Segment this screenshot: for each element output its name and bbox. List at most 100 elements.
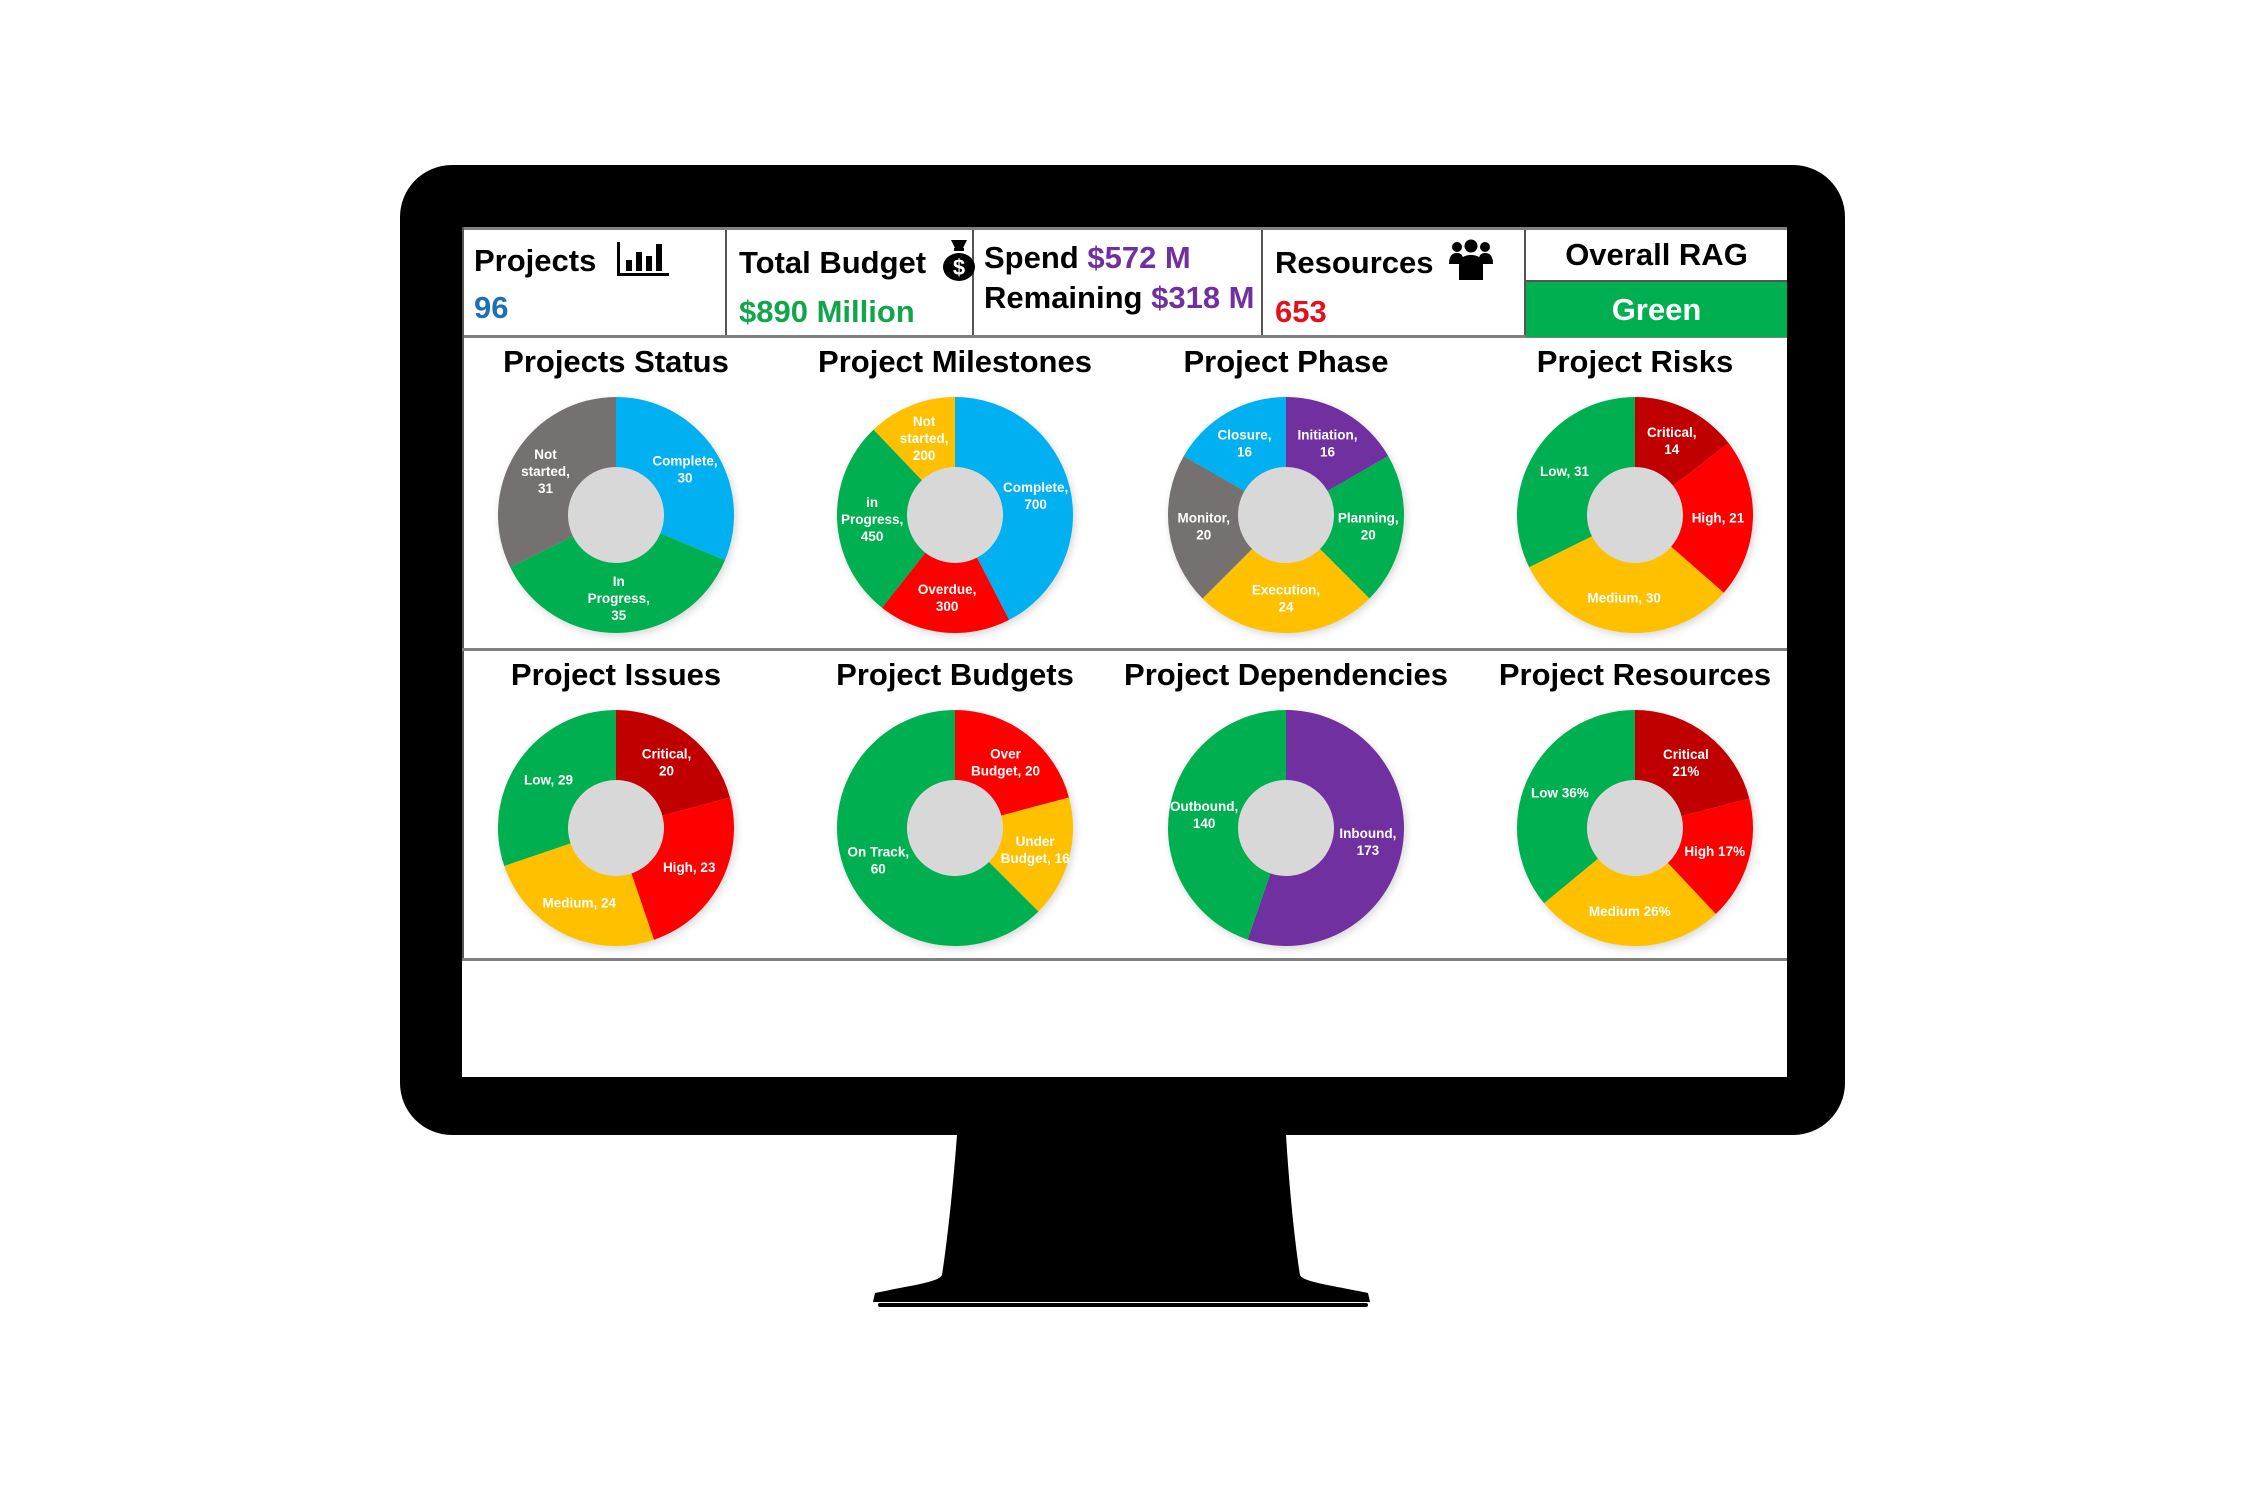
- grid-divider-middle: [462, 648, 1787, 651]
- segment-label: High, 23: [663, 860, 716, 875]
- segment-label: Closure, 16: [1217, 428, 1271, 460]
- donut-chart: Inbound, 173 Outbound, 140: [1161, 703, 1411, 953]
- chart-project-phase: Project Phase Initiation, 16 Planning, 20 Ex…: [1116, 338, 1456, 648]
- donut-segment-inbound: [1247, 710, 1404, 946]
- kpi-total-budget: Total Budget $ $890 Million: [727, 230, 977, 335]
- dashboard-screen: Projects 96 Total Budget: [462, 227, 1787, 1077]
- segment-label: Under Budget, 16: [1001, 834, 1071, 866]
- donut-segment-overdue: [882, 552, 1010, 633]
- donut-chart: Over Budget, 20 Under Budget, 16 On Track, 60: [830, 703, 1080, 953]
- chart-title: Project Issues: [510, 657, 722, 692]
- segment-label: Not started, 31: [521, 447, 570, 496]
- kpi-overall-rag: Overall RAG Green: [1526, 230, 1787, 337]
- segment-label: On Track, 60: [848, 844, 910, 876]
- chart-project-resources: Project Resources Critical 21% High 17% Med…: [1465, 651, 1805, 961]
- donut-segment-critical: [616, 710, 730, 816]
- donut-segment-over-budget: [955, 710, 1069, 816]
- kpi-resources-label: Resources: [1275, 245, 1434, 281]
- segment-label: High, 21: [1692, 511, 1745, 526]
- segment-label: In Progress, 35: [588, 574, 650, 623]
- rag-label: Overall RAG: [1526, 230, 1787, 282]
- segment-label: in Progress, 450: [841, 495, 903, 544]
- donut-segment-high: [631, 797, 734, 940]
- donut-chart: Critical 21% High 17% Medium 26% Low 36%: [1510, 703, 1760, 953]
- chart-projects-status: Projects Status Complete, 30 In Progress, 35…: [446, 338, 786, 648]
- kpi-projects-value: 96: [474, 290, 509, 325]
- chart-project-dependencies: Project Dependencies Inbound, 173 Outbound…: [1116, 651, 1456, 961]
- donut-segment-high: [1671, 443, 1753, 593]
- segment-label: Not started, 200: [900, 414, 949, 463]
- donut-segment-under-budget: [988, 797, 1073, 912]
- segment-label: Low, 31: [1540, 464, 1590, 479]
- kpi-spend-value: $572 M: [1087, 240, 1191, 275]
- donut-segment-execution: [1202, 548, 1370, 633]
- kpi-total-budget-value: $890 Million: [739, 294, 915, 329]
- segment-label: Over Budget, 20: [971, 747, 1040, 779]
- donut-segment-high: [1667, 798, 1753, 915]
- donut-segment-initiation: [1286, 397, 1389, 491]
- donut-chart: Initiation, 16 Planning, 20 Execution, 24 Moni…: [1161, 390, 1411, 640]
- kpi-projects: Projects 96: [462, 230, 727, 335]
- kpi-spend: Spend $572 M Remaining $318 M: [974, 230, 1263, 335]
- donut-chart: Complete, 30 In Progress, 35 Not started, 31: [491, 390, 741, 640]
- chart-title: Project Milestones: [818, 344, 1092, 379]
- chart-title: Project Phase: [1183, 344, 1389, 379]
- kpi-spend-label: Spend: [984, 240, 1079, 275]
- segment-label: Planning, 20: [1338, 510, 1399, 542]
- kpi-header: Projects 96 Total Budget: [462, 227, 1787, 338]
- donut-segment-outbound: [1168, 710, 1286, 940]
- donut-segment-closure: [1183, 397, 1286, 491]
- chart-title: Project Resources: [1498, 657, 1772, 692]
- chart-title: Project Dependencies: [1124, 657, 1448, 692]
- donut-segment-complete: [955, 397, 1073, 620]
- segment-label: Critical 21%: [1663, 747, 1709, 779]
- donut-segment-in-progress: [837, 429, 926, 608]
- chart-title: Projects Status: [503, 344, 729, 379]
- kpi-remaining-value: $318 M: [1151, 280, 1255, 315]
- kpi-resources: Resources 653: [1263, 230, 1526, 335]
- donut-segment-monitor: [1168, 456, 1253, 599]
- donut-chart: Complete, 700 Overdue, 300 in Progress, 450 Not…: [830, 390, 1080, 640]
- chart-project-milestones: Project Milestones Complete, 700 Overdue, 3…: [785, 338, 1125, 648]
- chart-title: Project Risks: [1536, 344, 1734, 379]
- segment-label: Overdue, 300: [918, 582, 977, 614]
- kpi-resources-value: 653: [1275, 294, 1327, 329]
- donut-segment-medium: [504, 843, 654, 946]
- segment-label: Medium, 30: [1587, 590, 1661, 605]
- donut-segment-complete: [616, 397, 734, 561]
- grid-left-border: [462, 227, 464, 960]
- money-bag-icon: $: [941, 238, 977, 292]
- segment-label: Medium, 24: [543, 895, 617, 910]
- segment-label: High 17%: [1684, 844, 1745, 859]
- segment-label: Critical, 20: [642, 747, 692, 779]
- grid-divider-bottom: [462, 958, 1787, 961]
- chart-project-budgets: Project Budgets Over Budget, 20 Under Budge…: [785, 651, 1125, 961]
- segment-label: Initiation, 16: [1298, 428, 1358, 460]
- chart-project-risks: Project Risks Critical, 14 High, 21 Medium,…: [1465, 338, 1805, 648]
- donut-segment-medium: [1529, 536, 1724, 633]
- segment-label: Outbound, 140: [1170, 799, 1238, 831]
- svg-text:$: $: [953, 255, 965, 280]
- donut-segment-not-started: [498, 397, 616, 568]
- donut-chart: Critical, 14 High, 21 Medium, 30 Low, 31: [1510, 390, 1760, 640]
- donut-segment-low: [1517, 710, 1635, 904]
- kpi-projects-label: Projects: [474, 243, 597, 279]
- donut-segment-in-progress: [510, 533, 726, 633]
- rag-status-badge: Green: [1526, 282, 1787, 337]
- chart-project-issues: Project Issues Critical, 20 High, 23 Medium…: [446, 651, 786, 961]
- donut-segment-low: [498, 710, 616, 866]
- segment-label: Complete, 700: [1003, 480, 1068, 512]
- kpi-remaining-label: Remaining: [984, 280, 1143, 315]
- kpi-total-budget-label: Total Budget: [739, 245, 927, 281]
- donut-segment-critical: [1635, 710, 1750, 817]
- donut-segment-planning: [1319, 456, 1404, 599]
- segment-label: Monitor, 20: [1177, 510, 1230, 542]
- people-icon: [1448, 238, 1494, 292]
- donut-segment-low: [1517, 397, 1635, 568]
- segment-label: Low 36%: [1531, 786, 1589, 801]
- chart-title: Project Budgets: [836, 657, 1074, 692]
- donut-segment-critical: [1635, 397, 1729, 486]
- segment-label: Critical, 14: [1647, 425, 1697, 457]
- donut-chart: Critical, 20 High, 23 Medium, 24 Low, 29: [491, 703, 741, 953]
